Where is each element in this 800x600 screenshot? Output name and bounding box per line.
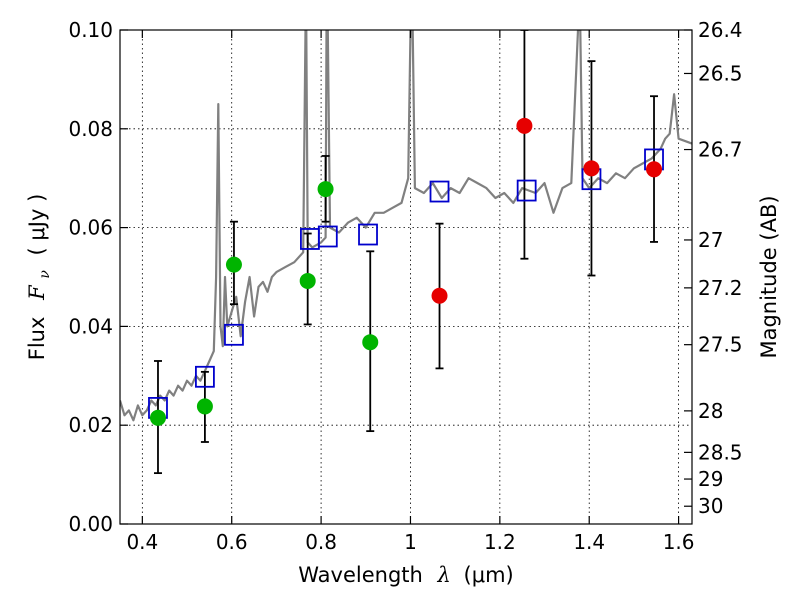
y2-axis-label: Magnitude (AB) (757, 195, 781, 358)
y-tick-label: 0.04 (68, 314, 113, 338)
y2-tick-label: 28 (698, 399, 723, 423)
y2-tick-label: 26.5 (698, 61, 743, 85)
model-photometry-square (358, 223, 378, 246)
model-photometry-square (224, 323, 244, 346)
observed-point (149, 409, 166, 426)
x-label-symbol: λ (437, 563, 451, 587)
x-tick-label: 1.2 (484, 530, 516, 554)
y2-tick-label: 29 (698, 467, 723, 491)
spectrum-layer (120, 30, 692, 422)
y2-tick-label: 26.4 (698, 18, 743, 42)
y-tick-label: 0.08 (68, 117, 113, 141)
y2-tick-label: 27 (698, 228, 723, 252)
x-axis-label: Wavelength λ (μm) (298, 563, 513, 587)
y-label-sub: ν (37, 270, 53, 279)
x-tick-label: 0.8 (305, 530, 337, 554)
observed-point (225, 256, 242, 273)
x-label-unit: (μm) (464, 563, 514, 587)
marker-layer (148, 117, 664, 426)
y-tick-label: 0.00 (68, 512, 113, 536)
model-photometry-square (516, 179, 537, 202)
y-tick-label: 0.02 (68, 413, 113, 437)
plot-frame (119, 29, 693, 525)
spectrum-line (120, 30, 692, 422)
observed-point (583, 160, 600, 177)
observed-point (362, 334, 379, 351)
y-tick-label: 0.06 (68, 216, 113, 240)
y-label-unit: ( μJy ) (25, 194, 49, 256)
y2-tick-label: 30 (698, 494, 723, 518)
y2-tick-label: 26.7 (698, 138, 743, 162)
x-tick-label: 1.4 (573, 530, 605, 554)
x-tick-label: 1 (404, 530, 417, 554)
model-photometry-square (317, 225, 338, 248)
observed-point (299, 272, 316, 289)
observed-point (516, 117, 533, 134)
observed-point (317, 181, 334, 198)
model-photometry-square (429, 180, 450, 203)
ticks-layer: 0.4 0.6 0.8 1 1.2 1.4 1.6 0.00 0.02 0.04 0.06 0.08 0… (68, 18, 742, 554)
y2-tick-label: 28.5 (698, 440, 743, 464)
model-photometry-square (195, 365, 215, 388)
x-tick-label: 0.6 (216, 530, 248, 554)
x-label-main: Wavelength (298, 563, 423, 587)
y-label-main: Flux (25, 317, 49, 361)
observed-point (196, 398, 213, 415)
y2-tick-label: 27.2 (698, 276, 743, 300)
y2-tick-label: 27.5 (698, 333, 743, 357)
x-tick-label: 1.6 (663, 530, 695, 554)
y-label-symbol: F (25, 284, 49, 301)
observed-point (431, 287, 448, 304)
y-tick-label: 0.10 (68, 18, 113, 42)
observed-point (646, 161, 663, 178)
x-tick-label: 0.4 (126, 530, 158, 554)
y-axis-label: Flux F ν ( μJy ) (25, 194, 54, 361)
